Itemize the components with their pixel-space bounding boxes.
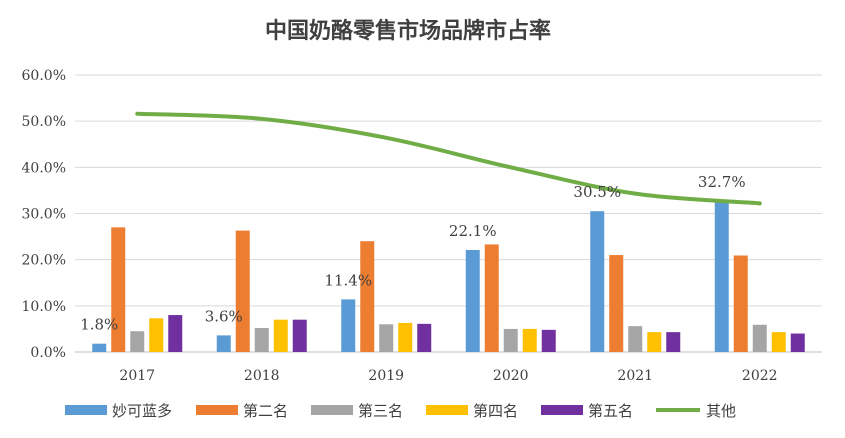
legend-label: 第二名	[243, 402, 288, 420]
bar	[149, 318, 164, 352]
bar	[590, 211, 605, 352]
y-tick-label: 40.0%	[22, 160, 66, 176]
bar	[666, 332, 681, 352]
bar	[417, 323, 432, 352]
y-tick-label: 60.0%	[22, 68, 66, 84]
legend-swatch	[196, 405, 238, 415]
data-label: 3.6%	[205, 307, 243, 325]
bar	[130, 331, 145, 352]
y-tick-label: 30.0%	[22, 207, 66, 223]
legend-label: 其他	[706, 402, 736, 420]
legend: 妙可蓝多 第二名 第三名 第四名 第五名 其他	[65, 402, 736, 420]
bar	[398, 322, 413, 352]
other-line	[135, 111, 762, 206]
legend-swatch	[311, 405, 353, 415]
bar	[541, 329, 556, 352]
series-line	[135, 111, 762, 206]
data-label: 22.1%	[449, 222, 497, 240]
bar	[216, 335, 231, 352]
y-tick-label: 10.0%	[22, 299, 66, 315]
bar	[647, 332, 662, 352]
bar	[379, 324, 394, 352]
bar	[341, 299, 356, 352]
x-tick-label: 2019	[368, 368, 404, 384]
bar	[609, 255, 624, 352]
x-tick-label: 2022	[742, 368, 778, 384]
legend-label: 第四名	[473, 402, 518, 420]
bar	[168, 315, 183, 352]
bar	[235, 230, 250, 352]
bar	[273, 319, 288, 352]
bar	[484, 244, 499, 352]
legend-swatch	[426, 405, 468, 415]
y-tick-label: 20.0%	[22, 253, 66, 269]
data-label: 1.8%	[80, 316, 118, 334]
bar	[92, 343, 107, 352]
x-tick-label: 2021	[617, 368, 653, 384]
bar	[733, 255, 748, 352]
bar	[628, 326, 643, 352]
bar	[714, 201, 729, 352]
bar	[752, 324, 767, 352]
legend-swatch	[65, 405, 107, 415]
legend-label: 妙可蓝多	[112, 402, 172, 420]
data-label: 32.7%	[698, 173, 746, 191]
y-tick-label: 50.0%	[22, 114, 66, 130]
x-tick-label: 2018	[244, 368, 280, 384]
bar	[292, 319, 307, 352]
x-tick-label: 2020	[493, 368, 529, 384]
bar	[790, 333, 805, 352]
bar	[465, 249, 480, 352]
y-tick-label: 0.0%	[30, 345, 66, 361]
legend-swatch	[541, 405, 583, 415]
bar	[522, 328, 537, 352]
bar	[771, 332, 786, 352]
bars	[92, 201, 805, 352]
bar	[360, 241, 375, 352]
bar	[111, 227, 126, 352]
data-label: 11.4%	[324, 271, 372, 289]
y-axis: 0.0% 10.0% 20.0% 30.0% 40.0% 50.0% 60.0%	[22, 68, 66, 361]
legend-label: 第三名	[358, 402, 403, 420]
data-labels: 1.8% 3.6% 11.4% 22.1% 30.5% 32.7%	[80, 173, 745, 334]
data-label: 30.5%	[573, 183, 621, 201]
x-tick-label: 2017	[119, 368, 155, 384]
grid-lines	[75, 74, 822, 353]
legend-label: 第五名	[588, 402, 633, 420]
chart-title: 中国奶酪零售市场品牌市占率	[265, 18, 551, 44]
bar	[254, 327, 269, 352]
x-axis: 2017 2018 2019 2020 2021 2022	[119, 368, 777, 384]
bar	[503, 328, 518, 352]
